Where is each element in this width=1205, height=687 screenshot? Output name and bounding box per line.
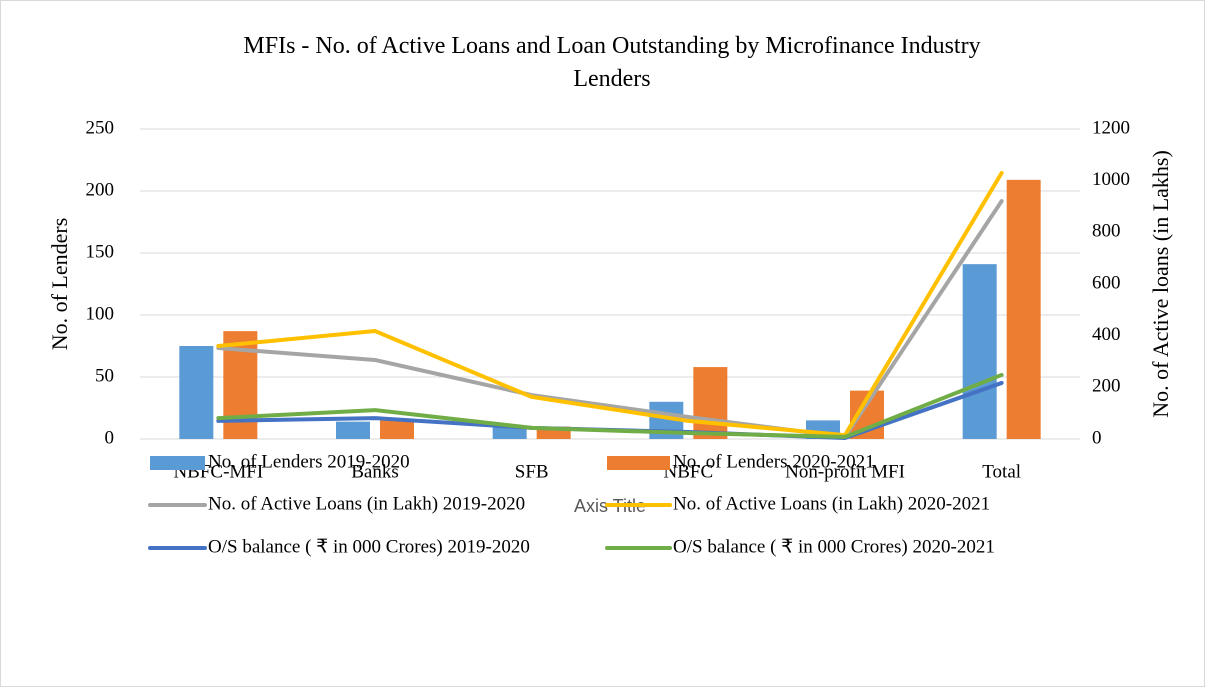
x-tick-label: Non-profit MFI: [785, 461, 905, 482]
x-tick-label: Total: [982, 461, 1021, 482]
y2-tick-label: 1000: [1092, 169, 1130, 190]
y2-tick-label: 0: [1092, 427, 1102, 448]
bar: [380, 420, 414, 439]
y2-tick-label: 600: [1092, 272, 1121, 293]
x-tick-label: SFB: [515, 461, 549, 482]
x-tick-label: Banks: [351, 461, 399, 482]
line: [216, 170, 1004, 438]
bar: [179, 346, 214, 439]
bar: [962, 264, 997, 439]
bar: [336, 421, 370, 439]
y-axis-title: No. of Lenders: [47, 218, 72, 351]
y2-tick-label: 800: [1092, 221, 1121, 242]
legend-label: O/S balance ( ₹ in 000 Crores) 2020-2021: [673, 536, 995, 557]
legend-label: No. of Lenders 2019-2020: [208, 451, 410, 472]
bar: [693, 367, 728, 439]
line: [216, 199, 1004, 439]
legend-label: O/S balance ( ₹ in 000 Crores) 2019-2020: [208, 536, 530, 557]
legend-swatch: [150, 456, 205, 470]
y-tick-label: 250: [86, 117, 115, 138]
x-tick-label: NBFC: [664, 461, 714, 482]
y2-tick-label: 400: [1092, 324, 1121, 345]
bar: [492, 426, 527, 439]
legend-swatch: [607, 456, 670, 470]
y2-tick-label: 1200: [1092, 117, 1130, 138]
y2-axis-title: No. of Active loans (in Lakhs): [1148, 150, 1173, 418]
legend-label: No. of Lenders 2020-2021: [673, 451, 875, 472]
legend-label: No. of Active Loans (in Lakh) 2019-2020: [208, 493, 525, 514]
line: [216, 372, 1004, 439]
y2-tick-label: 200: [1092, 376, 1121, 397]
y-tick-label: 0: [105, 427, 115, 448]
legend-label: No. of Active Loans (in Lakh) 2020-2021: [673, 493, 990, 514]
y-tick-label: 200: [86, 179, 115, 200]
y-tick-label: 100: [86, 303, 115, 324]
chart-title: MFIs - No. of Active Loans and Loan Outs…: [243, 33, 980, 92]
bar: [1006, 179, 1041, 439]
y-tick-label: 50: [95, 365, 114, 386]
y-tick-label: 150: [86, 241, 115, 262]
